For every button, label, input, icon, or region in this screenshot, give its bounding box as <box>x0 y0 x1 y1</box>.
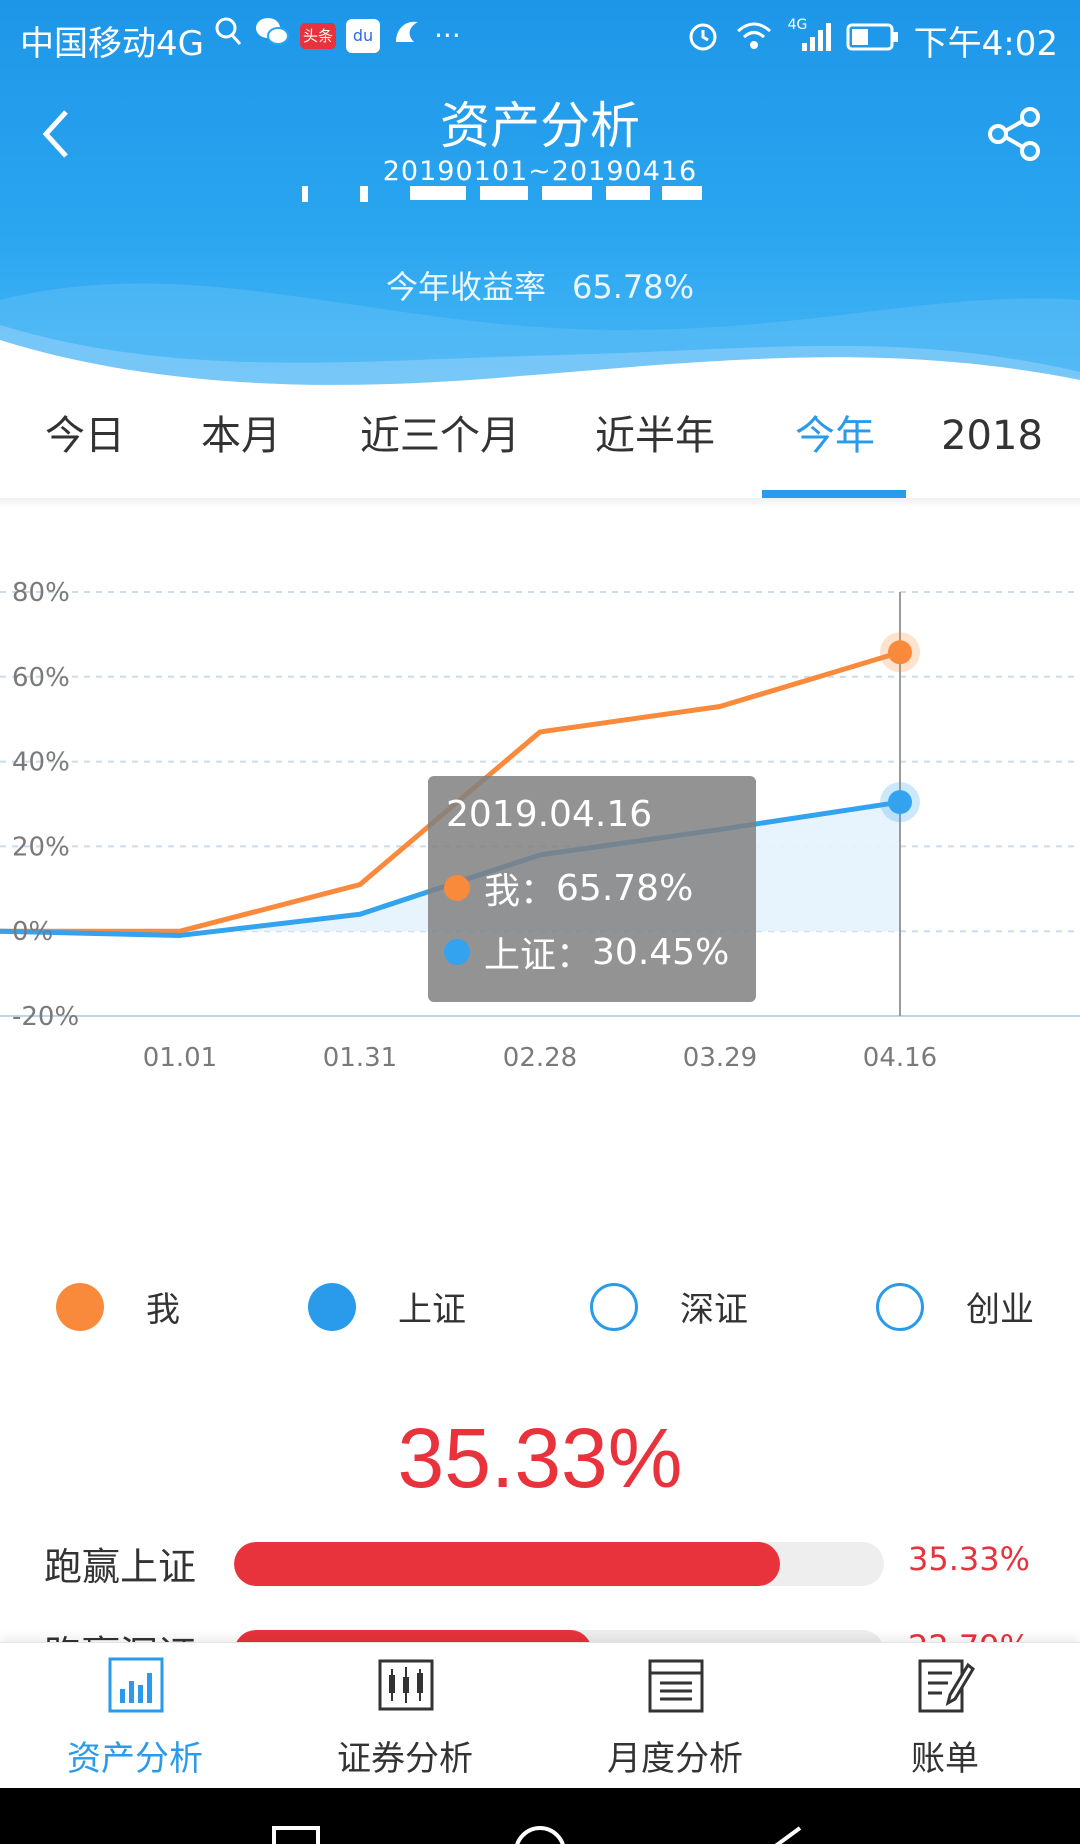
back-button[interactable] <box>36 104 76 164</box>
outperform-headline: 35.33% <box>397 1411 683 1505</box>
legend-item-mine[interactable]: 我 <box>56 1282 180 1331</box>
x-tick-label: 01.01 <box>143 1043 217 1073</box>
recent-apps-icon <box>272 1826 320 1844</box>
yield-value: 65.78% <box>572 268 695 306</box>
x-tick-label: 02.28 <box>503 1043 577 1073</box>
tooltip-dot-mine <box>444 875 470 901</box>
tab-this-year[interactable]: 今年 <box>795 413 875 459</box>
x-tick-label: 03.29 <box>683 1043 757 1073</box>
share-button[interactable] <box>984 104 1044 164</box>
back-nav-icon <box>774 1826 802 1844</box>
x-tick-label: 01.31 <box>323 1043 397 1073</box>
y-tick-label: -20% <box>12 1002 79 1032</box>
active-tab-indicator <box>762 490 906 498</box>
y-tick-label: 80% <box>12 578 70 608</box>
alarm-icon <box>686 19 720 62</box>
network-label: 4G <box>787 17 808 33</box>
chart-tooltip: 2019.04.16 我： 65.78% 上证： 30.45% <box>428 776 756 1002</box>
tooltip-value-mine: 65.78% <box>556 867 694 909</box>
tooltip-row-shanghai: 上证： 30.45% <box>444 926 729 978</box>
uc-icon <box>390 14 424 57</box>
nav-label-bill: 账单 <box>911 1739 979 1779</box>
legend-dot-mine <box>56 1282 104 1331</box>
legend-label-shenzhen: 深证 <box>680 1290 748 1330</box>
bar-label-shanghai: 跑赢上证 <box>44 1545 197 1589</box>
calendar-icon <box>648 1659 704 1713</box>
tooltip-row-mine: 我： 65.78% <box>444 862 693 914</box>
x-axis: 01.01 01.31 02.28 03.29 04.16 <box>143 1043 937 1073</box>
baidu-icon: du <box>346 18 381 53</box>
legend-dot-shanghai <box>308 1282 356 1331</box>
tab-2018[interactable]: 2018 <box>941 413 1043 459</box>
date-range: 20190101~20190416 <box>382 156 698 187</box>
candlestick-icon <box>378 1659 434 1711</box>
carrier-label: 中国移动4G <box>20 24 204 64</box>
bottom-nav: 资产分析 证券分析 月度分析 账单 <box>0 1642 1080 1788</box>
header: 中国移动4G 头条 du ··· 4G <box>0 0 1080 392</box>
chevron-left-icon <box>42 110 68 158</box>
notification-icons: 头条 du ··· <box>214 14 461 57</box>
yield-label: 今年收益率 <box>385 268 546 306</box>
highlight-point-1 <box>888 790 912 815</box>
wechat-icon <box>254 14 290 57</box>
bar-fill-shanghai <box>234 1542 780 1586</box>
legend-label-mine: 我 <box>146 1290 180 1330</box>
chart-points <box>880 632 920 823</box>
bar-track-shanghai <box>234 1542 884 1586</box>
nav-securities-analysis[interactable]: 证券分析 <box>270 1643 540 1789</box>
y-tick-label: 60% <box>12 663 70 693</box>
nav-label-securities: 证券分析 <box>337 1739 473 1779</box>
y-tick-label: 20% <box>12 832 70 862</box>
bar-row-shanghai: 跑赢上证 35.33% <box>0 1536 1080 1592</box>
tooltip-label-shanghai: 上证： <box>484 935 593 976</box>
header-wave <box>0 283 1080 392</box>
y-axis: 80% 60% 40% 20% 0% -20% <box>12 578 79 1032</box>
tooltip-dot-shanghai <box>444 939 470 965</box>
nav-asset-analysis[interactable]: 资产分析 <box>0 1643 270 1789</box>
legend-dot-shenzhen <box>590 1282 638 1331</box>
share-icon <box>988 107 1040 161</box>
clock: 下午4:02 <box>913 24 1058 64</box>
period-tabs: 今日 本月 近三个月 近半年 今年 2018 <box>0 392 1080 500</box>
bar-value-shanghai: 35.33% <box>908 1540 1031 1578</box>
yield-summary: 今年收益率 65.78% <box>0 262 1080 308</box>
home-icon <box>515 1826 565 1844</box>
tooltip-label-mine: 我： <box>484 871 557 912</box>
highlight-point-0 <box>888 640 912 665</box>
tab-last-3-months[interactable]: 近三个月 <box>360 413 520 459</box>
battery-icon <box>846 21 900 61</box>
nav-label-monthly: 月度分析 <box>607 1739 743 1779</box>
nav-label-asset: 资产分析 <box>67 1739 203 1779</box>
signal-icon: 4G <box>787 17 832 62</box>
y-tick-label: 40% <box>12 748 70 778</box>
legend-label-chinext: 创业 <box>966 1290 1034 1330</box>
tooltip-date: 2019.04.16 <box>446 794 653 835</box>
tabs-divider <box>0 498 1080 508</box>
legend-label-shanghai: 上证 <box>398 1290 466 1330</box>
more-notifications: ··· <box>434 19 461 52</box>
toutiao-icon: 头条 <box>300 22 337 49</box>
status-bar: 中国移动4G 头条 du ··· 4G <box>0 0 1080 74</box>
tab-this-month[interactable]: 本月 <box>201 413 281 459</box>
tab-last-half-year[interactable]: 近半年 <box>595 413 715 459</box>
x-tick-label: 04.16 <box>863 1043 937 1073</box>
legend-item-shenzhen[interactable]: 深证 <box>590 1282 748 1331</box>
search-icon <box>214 14 244 57</box>
page-title: 资产分析 <box>440 97 640 155</box>
tooltip-value-shanghai: 30.45% <box>592 931 730 973</box>
legend-item-shanghai[interactable]: 上证 <box>308 1282 466 1331</box>
nav-bill[interactable]: 账单 <box>810 1643 1080 1789</box>
y-tick-label: 0% <box>12 917 53 947</box>
bar-chart-icon <box>108 1657 164 1713</box>
system-nav-bar <box>0 1788 1080 1844</box>
scrolled-amount-fragment <box>290 186 720 204</box>
chart-legend: 我 上证 深证 创业 <box>0 1282 1080 1352</box>
bill-icon <box>918 1659 975 1713</box>
legend-dot-chinext <box>876 1282 924 1331</box>
wifi-icon <box>734 19 774 62</box>
nav-monthly-analysis[interactable]: 月度分析 <box>540 1643 810 1789</box>
tab-today[interactable]: 今日 <box>45 413 125 459</box>
legend-item-chinext[interactable]: 创业 <box>876 1282 1034 1331</box>
